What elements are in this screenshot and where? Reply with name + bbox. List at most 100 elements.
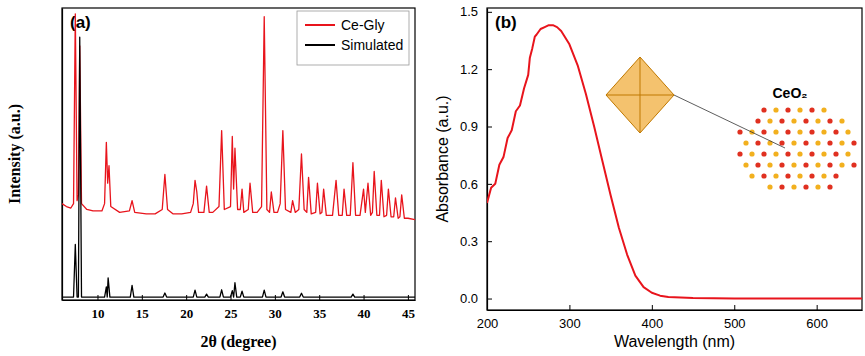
- inset-atom: [827, 140, 832, 145]
- series-line: [62, 37, 415, 297]
- x-tick-label: 20: [180, 306, 193, 321]
- inset-atom: [839, 162, 844, 167]
- inset-atom: [833, 151, 838, 156]
- inset-atom: [845, 129, 850, 134]
- y-axis-line: [62, 9, 63, 301]
- inset-atom: [803, 140, 808, 145]
- legend-label: Simulated: [341, 37, 403, 53]
- inset-atom: [845, 151, 850, 156]
- x-tick: 25: [225, 295, 239, 321]
- x-tick: 15: [136, 295, 150, 321]
- inset-atom: [797, 129, 802, 134]
- legend-box: [297, 11, 409, 65]
- inset-atom: [815, 184, 820, 189]
- inset-atom: [851, 140, 856, 145]
- inset-atom: [773, 151, 778, 156]
- inset-edge: [640, 57, 641, 133]
- panel-title: (b): [495, 13, 517, 32]
- y-tick: 0.9: [460, 119, 492, 134]
- legend: Ce-Gly Simulated: [297, 11, 409, 65]
- x-axis-title: 2θ (degree): [200, 333, 276, 351]
- inset-atom: [797, 107, 802, 112]
- y-axis: [62, 9, 63, 301]
- legend-label: Ce-Gly: [341, 17, 385, 33]
- inset-atom: [779, 162, 784, 167]
- inset-atom: [737, 151, 742, 156]
- inset-atom: [815, 162, 820, 167]
- inset-atom: [833, 129, 838, 134]
- inset-atom: [755, 140, 760, 145]
- y-tick-mark: [487, 299, 492, 300]
- y-tick: 0.3: [460, 234, 492, 249]
- inset-pointer: [674, 95, 785, 148]
- plot-frame: [62, 8, 415, 300]
- x-tick-mark: [652, 305, 653, 310]
- panel: 10152025303540452θ (degree)Intensity (a.…: [6, 8, 416, 351]
- inset-atom: [851, 162, 856, 167]
- inset-atom: [815, 118, 820, 123]
- inset-atom: [821, 107, 826, 112]
- x-tick-label: 200: [477, 316, 499, 331]
- y-tick-label: 0.6: [460, 177, 478, 192]
- y-axis: 0.00.30.60.91.21.5: [460, 4, 492, 310]
- y-tick-label: 1.2: [460, 62, 478, 77]
- x-tick-mark: [734, 305, 735, 310]
- y-tick: 0.6: [460, 177, 492, 192]
- x-tick-label: 400: [641, 316, 663, 331]
- inset-atom: [761, 173, 766, 178]
- inset-atom: [767, 162, 772, 167]
- inset-atom: [827, 162, 832, 167]
- inset-atom: [749, 151, 754, 156]
- inset-atom: [839, 140, 844, 145]
- inset-atom: [743, 162, 748, 167]
- y-tick-mark: [487, 69, 492, 70]
- inset-atom: [785, 129, 790, 134]
- inset-atom: [773, 107, 778, 112]
- inset-atom: [821, 151, 826, 156]
- panel: 2003004005006000.00.30.60.91.21.5Wavelen…: [434, 4, 863, 350]
- panel-title: (a): [70, 13, 91, 32]
- legend-swatch: [305, 24, 335, 26]
- inset-atom: [809, 107, 814, 112]
- inset-atom: [791, 184, 796, 189]
- inset-atom: [827, 184, 832, 189]
- x-tick-label: 25: [225, 306, 239, 321]
- x-axis: 200300400500600: [477, 305, 863, 331]
- series-line: [487, 25, 862, 298]
- plot-area: [487, 25, 862, 298]
- x-tick-mark: [569, 305, 570, 310]
- inset-atom: [797, 173, 802, 178]
- inset-atom: [821, 129, 826, 134]
- x-tick-label: 15: [136, 306, 150, 321]
- x-tick-label: 500: [724, 316, 746, 331]
- x-axis-line: [63, 300, 416, 301]
- x-axis-line: [488, 310, 863, 311]
- y-tick: 1.2: [460, 62, 492, 77]
- x-axis-title: Wavelength (nm): [614, 333, 735, 350]
- inset-atom: [755, 118, 760, 123]
- inset-atom: [827, 118, 832, 123]
- y-tick-label: 0.9: [460, 119, 478, 134]
- x-tick-mark: [817, 305, 818, 310]
- inset-polyhedron: [606, 57, 674, 133]
- inset-atom: [767, 118, 772, 123]
- x-tick-label: 300: [559, 316, 581, 331]
- inset-atom: [809, 129, 814, 134]
- x-tick: 10: [91, 295, 104, 321]
- inset-atom: [779, 140, 784, 145]
- inset-atom: [833, 173, 838, 178]
- x-tick: 35: [313, 295, 327, 321]
- figure: 10152025303540452θ (degree)Intensity (a.…: [0, 0, 865, 356]
- inset-atom: [791, 162, 796, 167]
- plot-frame: [487, 8, 862, 310]
- y-tick-mark: [487, 127, 492, 128]
- inset-atom: [737, 129, 742, 134]
- y-tick: 1.5: [460, 4, 492, 19]
- x-tick-label: 10: [91, 306, 104, 321]
- y-tick-label: 1.5: [460, 4, 478, 19]
- y-axis-title: Absorbance (a.u.): [434, 95, 451, 222]
- inset-atom: [785, 107, 790, 112]
- x-tick-label: 35: [313, 306, 327, 321]
- y-tick-mark: [487, 184, 492, 185]
- inset-atom: [761, 107, 766, 112]
